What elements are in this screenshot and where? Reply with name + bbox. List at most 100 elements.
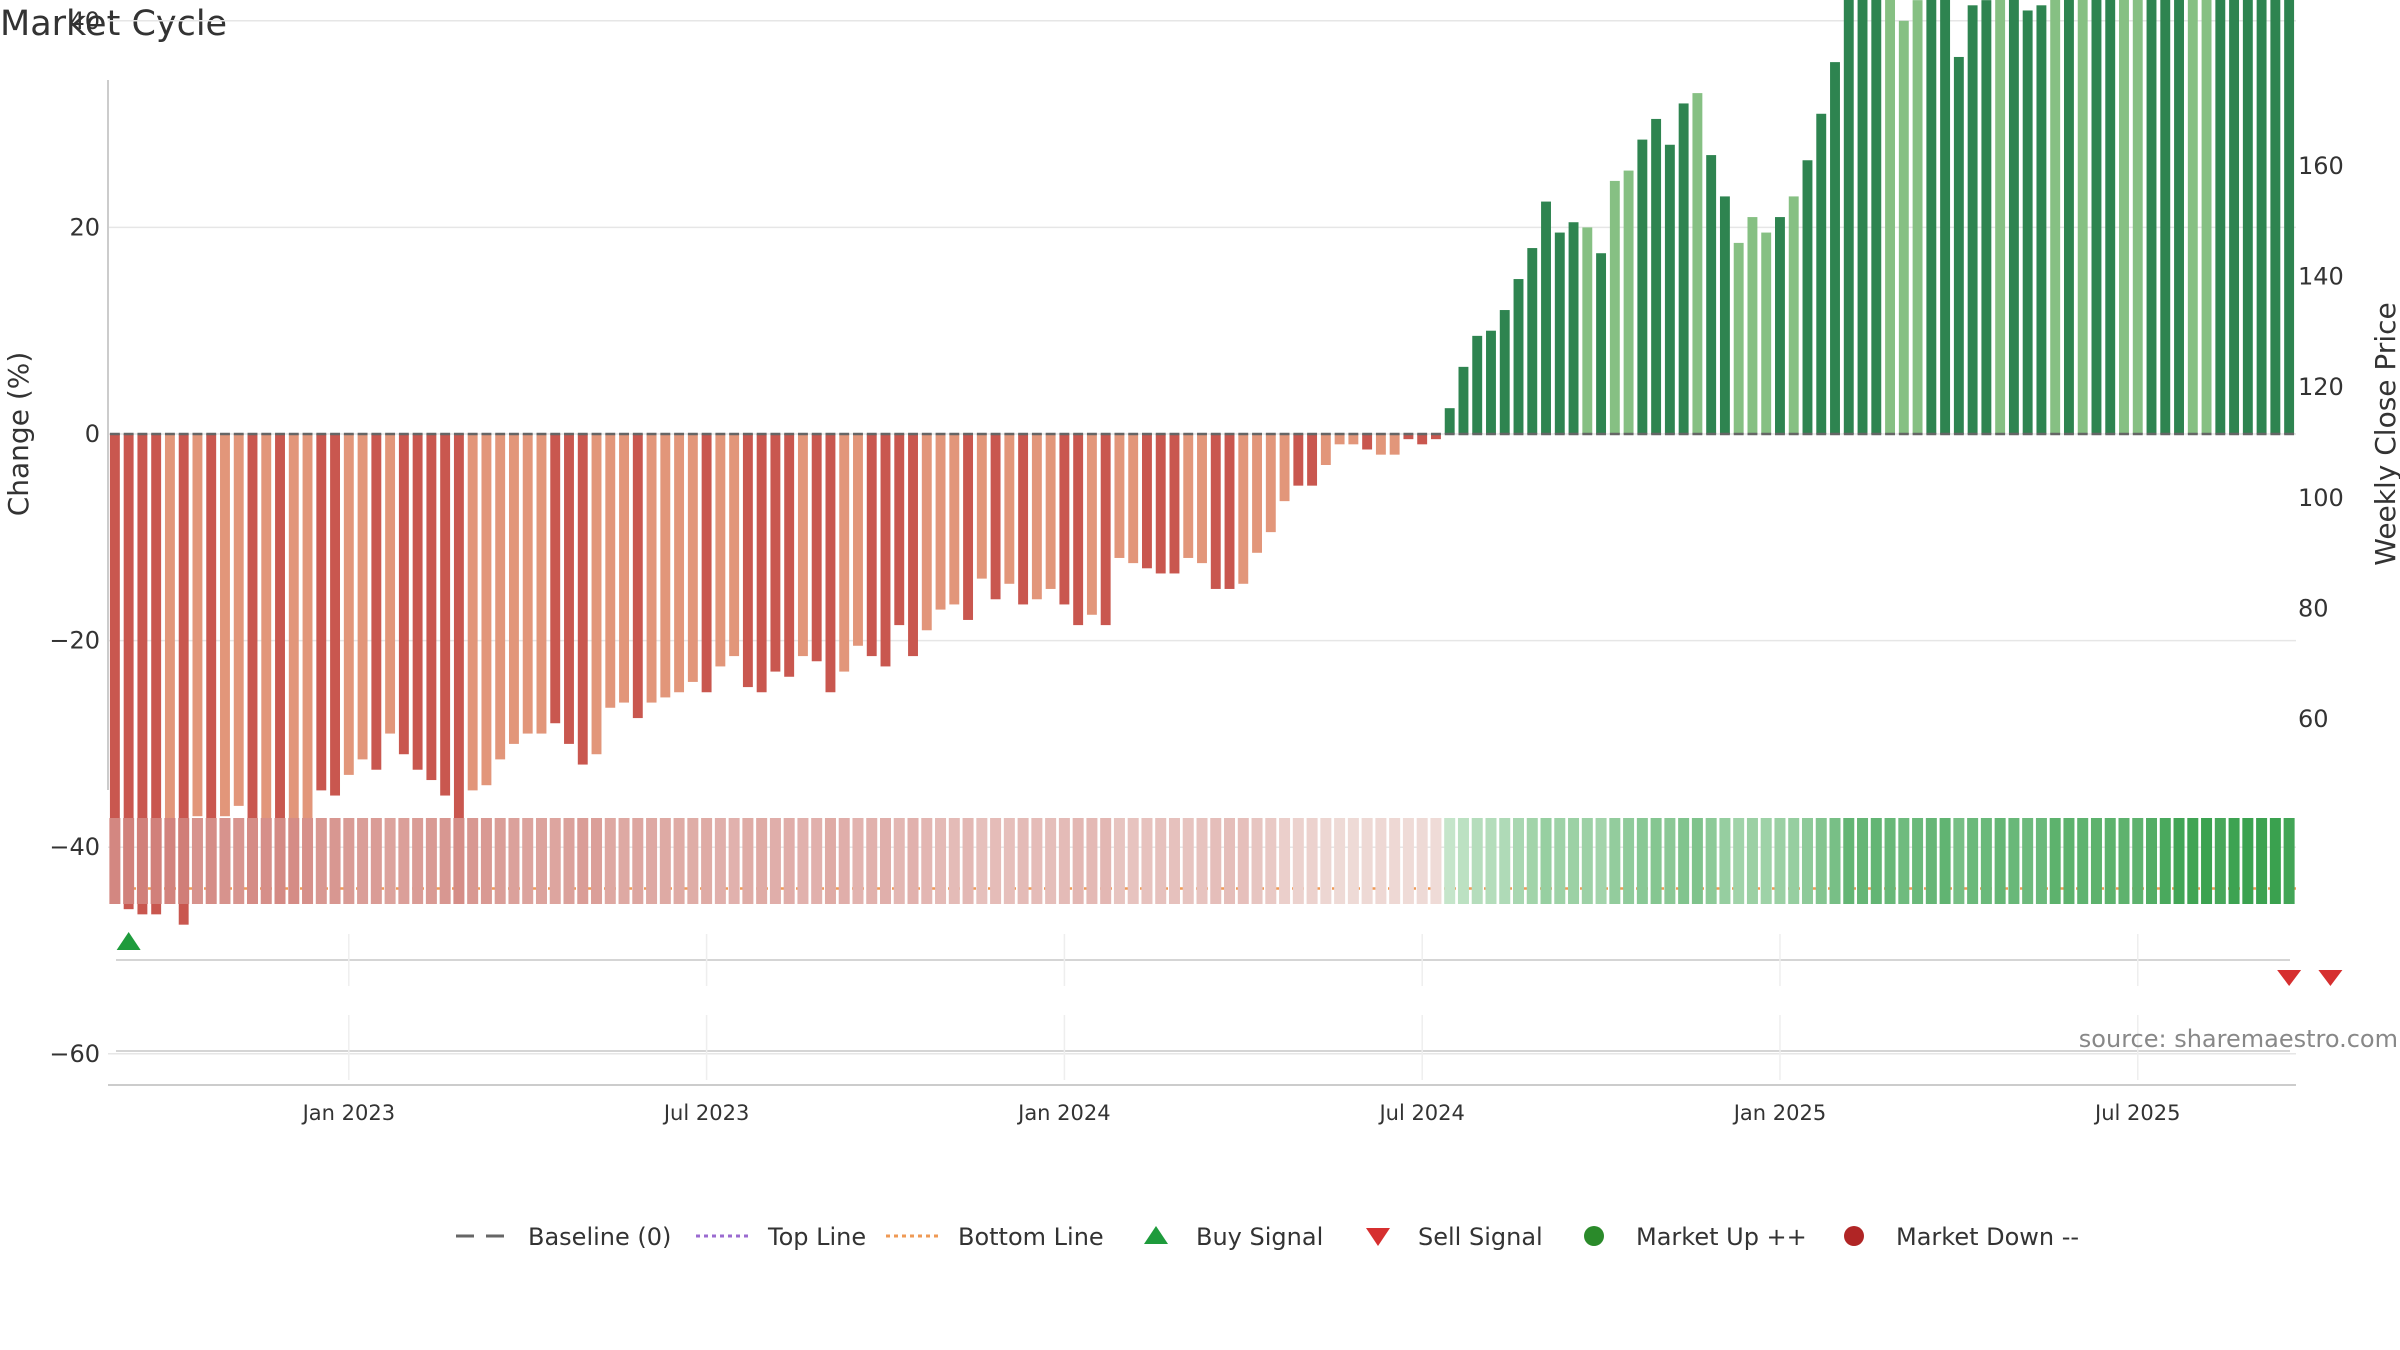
bar (233, 434, 244, 806)
bar (1320, 434, 1331, 465)
bar (784, 434, 795, 677)
bars-layer (109, 0, 2295, 925)
bar (1073, 434, 1084, 626)
heat-cell (2008, 818, 2020, 904)
heat-cell (1416, 818, 1428, 904)
bar (1692, 93, 1703, 435)
heat-cell (535, 818, 547, 904)
heat-cell (1980, 818, 1992, 904)
heat-cell (1994, 818, 2006, 904)
bar (247, 434, 258, 853)
heat-cell (1733, 818, 1745, 904)
x-tick-label: Jan 2023 (301, 1101, 396, 1125)
bar (1155, 434, 1166, 574)
bar (1059, 434, 1070, 605)
heat-cell (1664, 818, 1676, 904)
x-tick-label: Jan 2024 (1016, 1101, 1111, 1125)
bar (976, 434, 987, 579)
heat-cell (343, 818, 355, 904)
bar (935, 434, 946, 610)
bar (1307, 434, 1318, 486)
bar (1018, 434, 1029, 605)
heat-cell (2146, 818, 2158, 904)
heat-cell (1072, 818, 1084, 904)
heat-cell (2173, 818, 2185, 904)
bar (1128, 434, 1139, 564)
bar (591, 434, 602, 755)
bar (1238, 434, 1249, 584)
heat-cell (1237, 818, 1249, 904)
heat-cell (1224, 818, 1236, 904)
bar (2119, 0, 2129, 434)
heat-cell (246, 818, 258, 904)
heat-cell (1058, 818, 1070, 904)
heat-cell (1678, 818, 1690, 904)
heat-cell (1843, 818, 1855, 904)
heat-cell (260, 818, 272, 904)
y2-tick-label: 60 (2298, 705, 2329, 733)
heat-cell (1265, 818, 1277, 904)
heat-cell (1127, 818, 1139, 904)
y-tick-label: −20 (49, 627, 100, 655)
bar (632, 434, 643, 719)
heat-cell (990, 818, 1002, 904)
heat-cell (701, 818, 713, 904)
bar (1169, 434, 1180, 574)
legend-item: Buy Signal (1144, 1223, 1323, 1251)
heat-cell (866, 818, 878, 904)
bar (1031, 434, 1042, 600)
heat-cell (577, 818, 589, 904)
bar (1499, 310, 1510, 434)
bar (1843, 0, 1854, 435)
heat-cell (2283, 818, 2295, 904)
heat-cell (604, 818, 616, 904)
bar (261, 434, 272, 837)
heat-cell (412, 818, 424, 904)
heat-cell (1375, 818, 1387, 904)
heat-cell (1003, 818, 1015, 904)
bar (426, 434, 437, 781)
heat-cell (136, 818, 148, 904)
heat-cell (425, 818, 437, 904)
bar (1885, 0, 1896, 435)
heat-cell (962, 818, 974, 904)
heat-cell (2269, 818, 2281, 904)
heat-cell (687, 818, 699, 904)
heat-cell (783, 818, 795, 904)
heat-cell (1912, 818, 1924, 904)
bar (385, 434, 396, 734)
signal-panel (108, 932, 2343, 1086)
bar (357, 434, 368, 760)
bar (550, 434, 561, 724)
bar (1912, 0, 1923, 434)
heat-cell (921, 818, 933, 904)
bar (1458, 366, 1469, 434)
heat-cell (1402, 818, 1414, 904)
heat-cell (659, 818, 671, 904)
heat-cell (673, 818, 685, 904)
bar (1940, 0, 1951, 434)
heat-cell (1100, 818, 1112, 904)
bar (1788, 196, 1799, 434)
bar (2132, 0, 2143, 434)
heat-cell (315, 818, 327, 904)
y-axis-title: Change (%) (2, 352, 35, 517)
bar (1651, 118, 1662, 434)
heat-cell (1499, 818, 1511, 904)
legend-label: Baseline (0) (528, 1223, 671, 1251)
legend-item: Market Up ++ (1584, 1223, 1807, 1251)
heat-cell (1141, 818, 1153, 904)
heat-cell (563, 818, 575, 904)
bar (220, 434, 230, 817)
bar (880, 434, 891, 667)
bar (1719, 196, 1730, 434)
heat-cell (2022, 818, 2034, 904)
heat-cell (1251, 818, 1263, 904)
y2-tick-label: 120 (2298, 373, 2344, 401)
heat-cell (384, 818, 396, 904)
heat-cell (123, 818, 135, 904)
heat-cell (1870, 818, 1882, 904)
bar (687, 434, 698, 682)
bar (674, 434, 685, 693)
bar (1417, 434, 1428, 445)
